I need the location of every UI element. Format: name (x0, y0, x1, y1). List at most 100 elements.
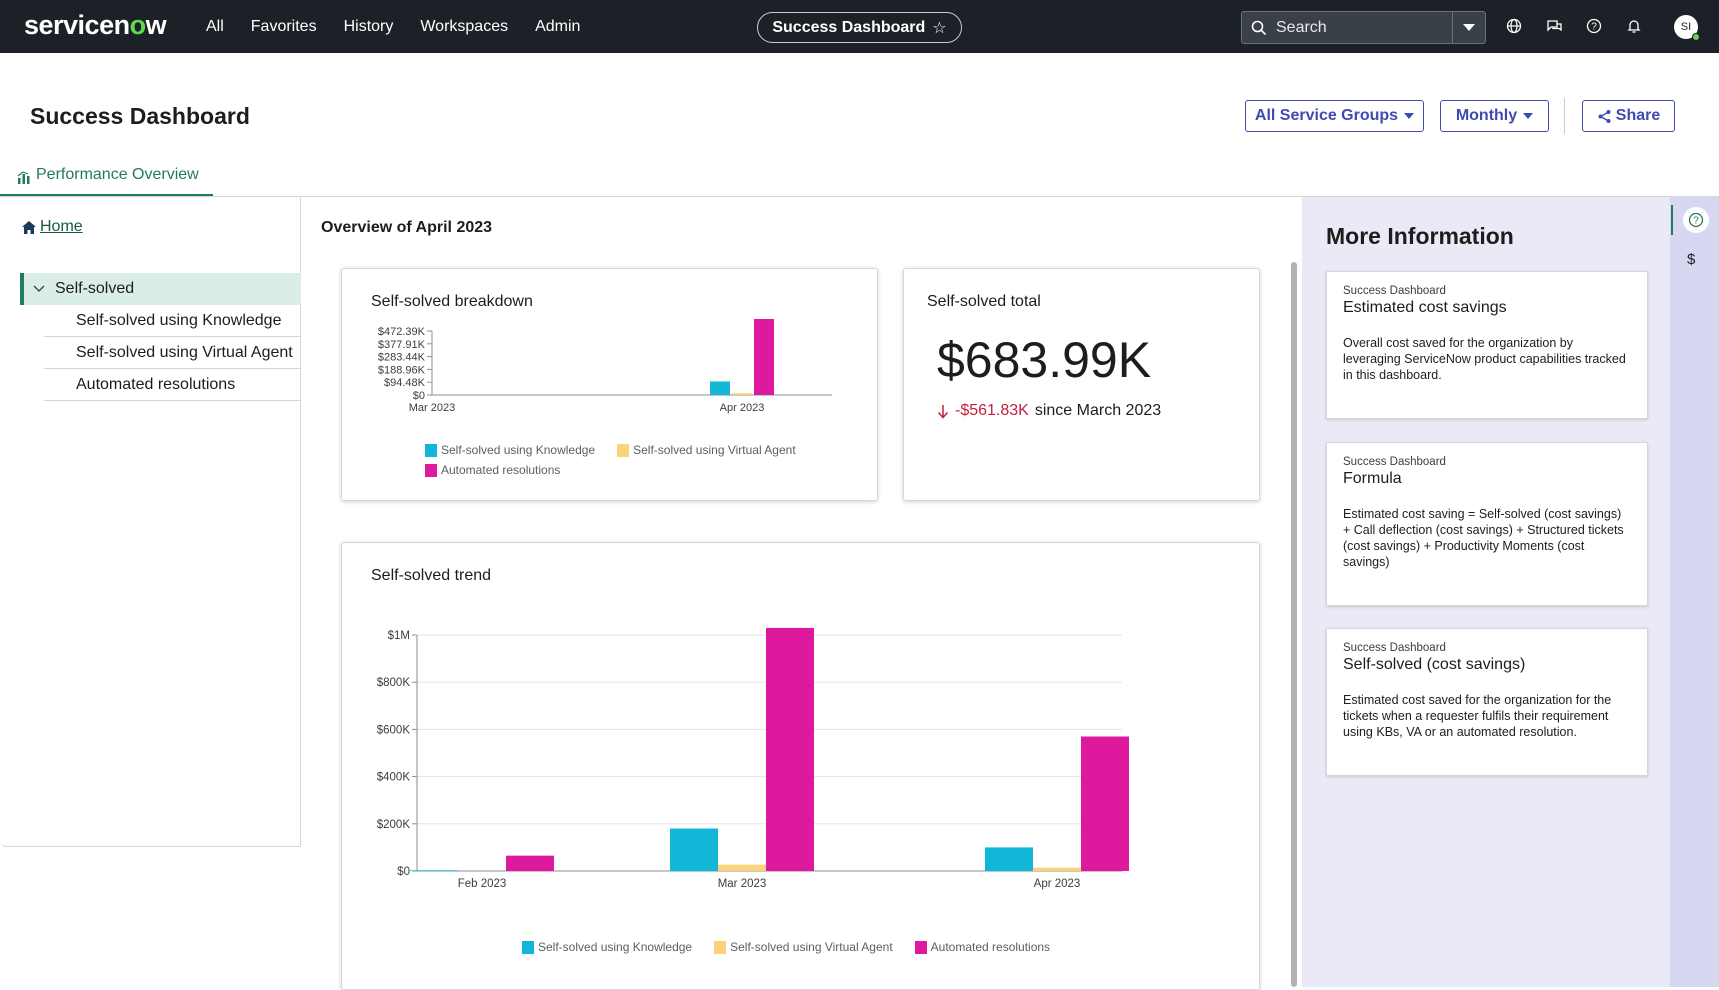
servicenow-logo[interactable]: servicenow (24, 10, 167, 40)
x-tick-label: Feb 2023 (458, 878, 507, 890)
total-card-title: Self-solved total (927, 293, 1041, 310)
bar-self-solved-using-knowledge (710, 381, 730, 395)
bar-self-solved-using-virtual-agent (732, 393, 752, 395)
legend-swatch (425, 443, 437, 457)
user-avatar[interactable]: SI (1674, 15, 1700, 41)
tree-item-label: Self-solved using Knowledge (76, 311, 282, 329)
share-icon (1598, 109, 1611, 123)
overview-title: Overview of April 2023 (321, 219, 493, 236)
header-divider (1564, 98, 1565, 134)
legend-item-knowledge[interactable]: Self-solved using Knowledge (522, 940, 692, 954)
info-card-heading: Formula (1343, 470, 1402, 487)
context-title-pill[interactable]: Success Dashboard ☆ (757, 12, 962, 43)
legend-item-automated[interactable]: Automated resolutions (914, 940, 1051, 954)
service-group-filter-button[interactable]: All Service Groups (1245, 100, 1424, 132)
x-tick-label: Apr 2023 (1034, 878, 1081, 890)
chevron-down-icon (1404, 113, 1415, 119)
bar-self-solved-using-virtual-agent (718, 864, 766, 871)
info-card-body: Estimated cost saved for the organizatio… (1343, 693, 1612, 739)
y-tick-label: $1M (388, 630, 410, 642)
chat-icon[interactable] (1542, 14, 1566, 38)
chevron-down-icon (1523, 113, 1534, 119)
y-tick-label: $188.96K (378, 364, 426, 376)
page-title: Success Dashboard (30, 103, 250, 129)
bell-icon[interactable] (1622, 14, 1646, 38)
period-filter-label: Monthly (1455, 107, 1518, 124)
info-card-kicker: Success Dashboard (1343, 642, 1446, 654)
share-button[interactable]: Share (1582, 100, 1675, 132)
search-input[interactable] (1276, 18, 1444, 37)
info-card-kicker: Success Dashboard (1343, 285, 1446, 297)
legend-swatch (425, 463, 437, 477)
globe-icon[interactable] (1502, 14, 1526, 38)
legend-swatch (617, 443, 630, 457)
home-label: Home (40, 218, 83, 235)
favorite-star-icon[interactable]: ☆ (932, 19, 947, 37)
total-delta: -$561.83K since March 2023 (937, 402, 1161, 420)
global-search (1241, 11, 1486, 44)
info-card-heading: Estimated cost savings (1343, 299, 1507, 316)
breakdown-card-title: Self-solved breakdown (371, 293, 533, 310)
legend-label: Automated resolutions (441, 463, 561, 477)
legend-swatch (522, 940, 534, 954)
tree-item-automated-resolutions[interactable]: Automated resolutions (44, 369, 301, 401)
tree-item-label: Self-solved (55, 280, 135, 297)
period-filter-button[interactable]: Monthly (1440, 100, 1549, 132)
nav-link-all[interactable]: All (206, 17, 224, 35)
legend-label: Self-solved using Virtual Agent (633, 443, 796, 457)
tab-performance-overview[interactable]: Performance Overview (0, 166, 213, 197)
legend-item-automated[interactable]: Automated resolutions (425, 463, 560, 477)
trend-legend: Self-solved using Knowledge Self-solved … (522, 940, 1082, 954)
legend-item-virtual-agent[interactable]: Self-solved using Virtual Agent (617, 443, 796, 457)
main-scrollbar[interactable] (1291, 262, 1297, 987)
bar-automated-resolutions (1081, 736, 1129, 871)
more-information-title: More Information (1326, 223, 1514, 249)
breakdown-card: Self-solved breakdown $0 $94.48K $188.96K $… (341, 268, 878, 501)
info-card-kicker: Success Dashboard (1343, 456, 1446, 468)
info-card-formula: Success Dashboard Formula Estimated cost… (1326, 442, 1648, 606)
more-information-panel: More Information Success Dashboard Estim… (1302, 197, 1670, 987)
nav-link-favorites[interactable]: Favorites (250, 17, 317, 35)
help-icon[interactable]: ? (1582, 14, 1606, 38)
help-icon[interactable]: ? (1683, 207, 1709, 233)
y-tick-label: $400K (377, 772, 411, 784)
info-card-self-solved-cost-savings: Success Dashboard Self-solved (cost savi… (1326, 628, 1648, 776)
dollar-icon[interactable]: $ (1687, 251, 1696, 268)
trend-card-title: Self-solved trend (371, 567, 492, 584)
legend-item-virtual-agent[interactable]: Self-solved using Virtual Agent (714, 940, 893, 954)
x-tick-label: Mar 2023 (409, 402, 455, 414)
delta-text: since March 2023 (1034, 402, 1162, 419)
tree-item-label: Automated resolutions (76, 375, 236, 393)
legend-label: Automated resolutions (930, 940, 1051, 954)
legend-label: Self-solved using Knowledge (441, 443, 596, 457)
search-icon (1242, 20, 1276, 36)
y-tick-label: $0 (413, 390, 425, 402)
breakdown-legend: Self-solved using Knowledge Self-solved … (425, 443, 845, 477)
bar-self-solved-using-virtual-agent (1033, 867, 1081, 871)
delta-value: -$561.83K (955, 402, 1029, 419)
avatar-initials: SI (1680, 21, 1692, 33)
tree-item-knowledge[interactable]: Self-solved using Knowledge (44, 305, 301, 337)
y-tick-label: $94.48K (384, 377, 426, 389)
home-link[interactable]: Home (22, 218, 83, 236)
y-tick-label: $800K (377, 677, 411, 689)
nav-link-workspaces[interactable]: Workspaces (420, 17, 509, 35)
tree-item-virtual-agent[interactable]: Self-solved using Virtual Agent (44, 337, 301, 369)
tree-item-self-solved[interactable]: Self-solved (20, 273, 301, 305)
y-tick-label: $200K (377, 819, 411, 831)
info-card-heading: Self-solved (cost savings) (1343, 656, 1526, 673)
bar-self-solved-using-knowledge (410, 870, 458, 871)
tree-item-label: Self-solved using Virtual Agent (76, 343, 293, 361)
nav-link-admin[interactable]: Admin (535, 17, 581, 35)
y-tick-label: $0 (397, 866, 410, 878)
legend-swatch (914, 940, 927, 954)
nav-link-history[interactable]: History (343, 17, 394, 35)
legend-item-knowledge[interactable]: Self-solved using Knowledge (425, 443, 595, 457)
nav-icon-group: ? (1502, 14, 1646, 38)
legend-swatch (714, 940, 727, 954)
svg-text:?: ? (1591, 22, 1597, 33)
bar-self-solved-using-knowledge (670, 828, 718, 871)
top-navigation-bar: servicenow All Favorites History Workspa… (0, 0, 1719, 53)
search-scope-dropdown[interactable] (1452, 12, 1485, 43)
breakdown-chart: $0$94.48K$188.96K$283.44K$377.91K$472.39… (378, 319, 832, 414)
